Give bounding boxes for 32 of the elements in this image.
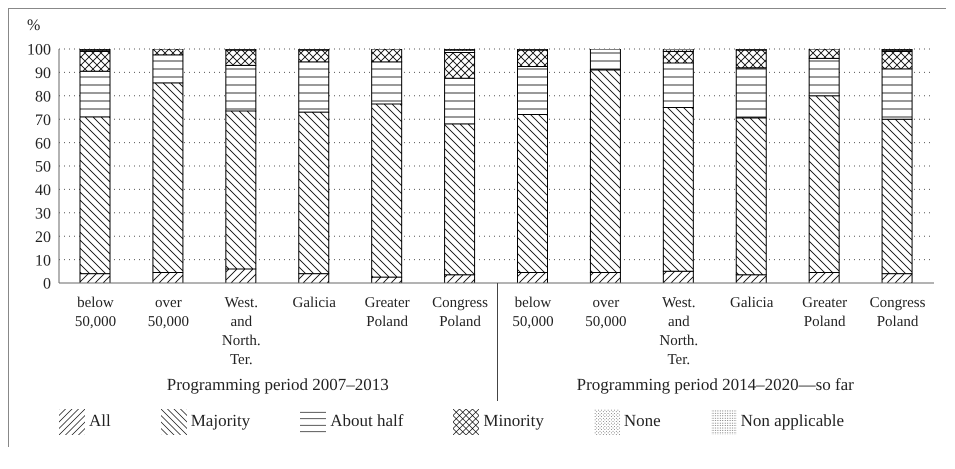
x-tick-label: Galicia: [730, 295, 774, 311]
y-tick-label: 80: [35, 88, 51, 106]
legend-label: Minority: [483, 410, 544, 430]
x-tick-label: below 50,000: [512, 295, 554, 330]
y-axis-title: %: [27, 17, 40, 35]
x-tick-label: Greater Poland: [364, 295, 410, 330]
text: Programming period 2014–2020—so far: [576, 375, 855, 395]
x-tick-label: Congress Poland: [432, 295, 488, 330]
y-tick-label: 50: [35, 158, 51, 176]
y-tick-label: 30: [35, 205, 51, 222]
x-tick-label: Galicia: [292, 295, 336, 311]
y-tick-label: 10: [35, 252, 51, 270]
x-tick-label: Greater Poland: [802, 295, 848, 330]
x-tick-label: West. and North. Ter.: [659, 295, 698, 368]
y-tick-label: 60: [35, 135, 51, 152]
x-tick-label: over 50,000: [585, 295, 626, 330]
x-tick-label: over 50,000: [148, 295, 189, 330]
text: Programming period 2007–2013: [166, 375, 390, 395]
y-tick-label: 40: [35, 182, 51, 200]
y-tick-label: 70: [35, 112, 51, 129]
legend-label: None: [624, 410, 661, 430]
legend-label: Majority: [190, 410, 250, 430]
y-tick-label: 90: [35, 65, 51, 82]
x-tick-label: West. and North. Ter.: [222, 295, 261, 368]
y-tick-label: 100: [27, 42, 51, 59]
x-tick-label: below 50,000: [74, 295, 116, 330]
y-tick-label: 0: [43, 276, 51, 293]
legend-label: All: [88, 410, 111, 430]
legend-label: About half: [330, 410, 404, 430]
y-tick-label: 20: [35, 228, 51, 246]
legend-label: Non applicable: [740, 410, 844, 430]
x-tick-label: Congress Poland: [870, 295, 926, 330]
